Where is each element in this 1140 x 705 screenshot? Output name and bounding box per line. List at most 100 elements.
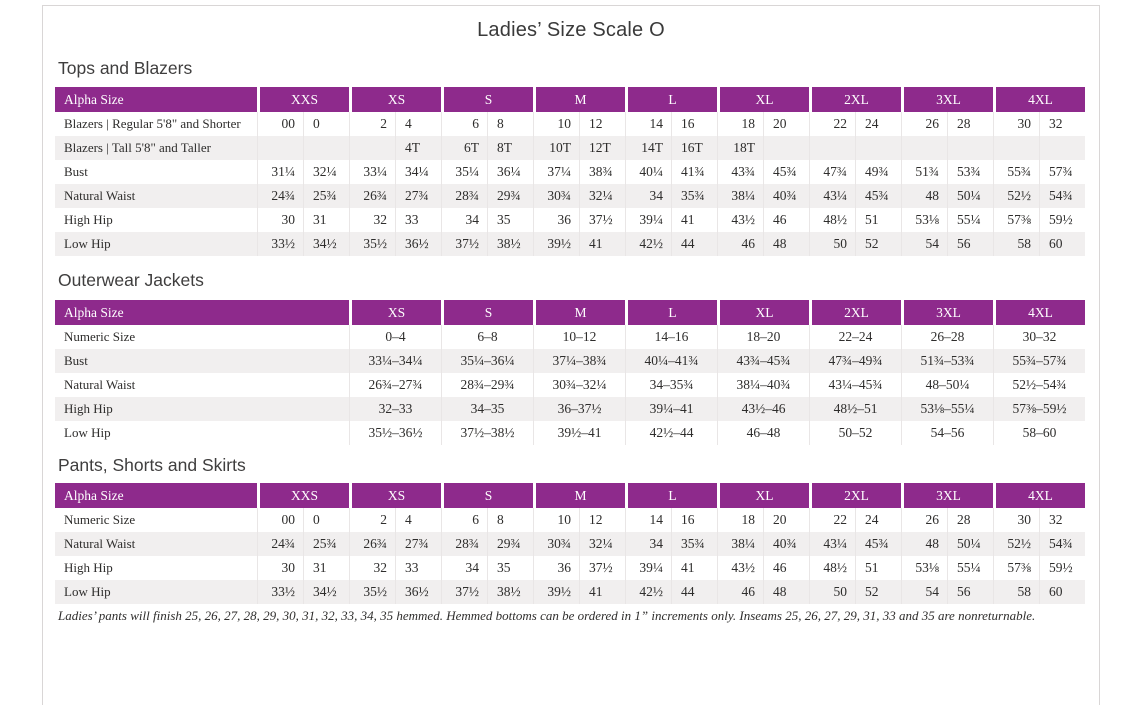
table-cell: 57⅜ xyxy=(993,556,1039,580)
table-cell: 53⅛ xyxy=(901,556,947,580)
table-cell: 39½–41 xyxy=(533,421,625,445)
table-cell: 6 xyxy=(441,508,487,532)
size-chart-page: Ladies’ Size Scale O Tops and Blazers Al… xyxy=(42,5,1100,705)
table-cell: 20 xyxy=(763,112,809,136)
tops-and-blazers-header-xl: XL xyxy=(717,87,809,112)
table-cell: 25¾ xyxy=(303,532,349,556)
table-cell xyxy=(993,136,1039,160)
table-cell: 53¾ xyxy=(947,160,993,184)
table-cell: 28¾ xyxy=(441,184,487,208)
tops-and-blazers-header-3xl: 3XL xyxy=(901,87,993,112)
table-cell: 37¼–38¾ xyxy=(533,349,625,373)
tops-and-blazers-header-4xl: 4XL xyxy=(993,87,1085,112)
table-cell: 54 xyxy=(901,580,947,604)
row-label: Natural Waist xyxy=(55,532,257,556)
table-cell: 38½ xyxy=(487,580,533,604)
table-cell: 10–12 xyxy=(533,325,625,349)
table-cell: 10 xyxy=(533,112,579,136)
table-cell: 34½ xyxy=(303,580,349,604)
outerwear-jackets-header-l: L xyxy=(625,300,717,325)
table-cell: 32 xyxy=(349,556,395,580)
row-label: Numeric Size xyxy=(64,329,136,344)
table-cell: 32¼ xyxy=(579,532,625,556)
table-cell: 48 xyxy=(901,184,947,208)
table-cell: 20 xyxy=(763,508,809,532)
row-label: Low Hip xyxy=(55,580,257,604)
table-cell xyxy=(349,136,395,160)
table-cell: 8 xyxy=(487,112,533,136)
tops-and-blazers-table: Alpha Size XXS XS S M L XL 2XL 3XL 4XL Blazers | R… xyxy=(55,87,1099,256)
table-cell: 53⅛ xyxy=(901,208,947,232)
table-cell: 46–48 xyxy=(717,421,809,445)
table-cell: 22–24 xyxy=(809,325,901,349)
table-cell xyxy=(763,136,809,160)
table-cell: 31¼ xyxy=(257,160,303,184)
pants-shorts-and-skirts-header-2xl: 2XL xyxy=(809,483,901,508)
table-cell: 40¼ xyxy=(625,160,671,184)
table-cell: 42½ xyxy=(625,232,671,256)
page-title: Ladies’ Size Scale O xyxy=(477,19,665,41)
pants-shorts-and-skirts-header-l: L xyxy=(625,483,717,508)
table-cell: 55¾ xyxy=(993,160,1039,184)
table-cell: 33 xyxy=(395,208,441,232)
tops-and-blazers-header-l: L xyxy=(625,87,717,112)
table-cell: 43½ xyxy=(717,208,763,232)
table-cell: 38¼ xyxy=(717,532,763,556)
table-cell: 47¾ xyxy=(809,160,855,184)
table-cell: 51 xyxy=(855,208,901,232)
outerwear-jackets-header-xs: XS xyxy=(349,300,441,325)
outerwear-jackets-table: Alpha Size XS S M L XL 2XL 3XL 4XL Numeric Size 0–… xyxy=(55,300,1099,445)
table-cell: 22 xyxy=(809,112,855,136)
table-cell: 38½ xyxy=(487,232,533,256)
table-cell: 26¾ xyxy=(349,184,395,208)
table-cell: 6 xyxy=(441,112,487,136)
table-cell: 36 xyxy=(533,556,579,580)
table-cell: 30 xyxy=(257,208,303,232)
table-cell: 37½ xyxy=(579,556,625,580)
tops-and-blazers-header-xs: XS xyxy=(349,87,441,112)
row-label: Numeric Size xyxy=(64,512,136,527)
table-cell: 39¼–41 xyxy=(625,397,717,421)
table-cell: 42½–44 xyxy=(625,421,717,445)
table-cell: 46 xyxy=(763,208,809,232)
table-cell: 57¾ xyxy=(1039,160,1085,184)
table-cell: 40¾ xyxy=(763,184,809,208)
table-cell: 52 xyxy=(855,580,901,604)
table-cell: 14 xyxy=(625,508,671,532)
hemming-footnote: Ladies’ pants will finish 25, 26, 27, 28… xyxy=(58,608,1036,623)
table-cell: 45¾ xyxy=(855,532,901,556)
table-cell: 48 xyxy=(763,232,809,256)
table-cell xyxy=(901,136,947,160)
table-cell: 41¾ xyxy=(671,160,717,184)
table-cell: 12 xyxy=(579,112,625,136)
table-cell: 55¾–57¾ xyxy=(993,349,1085,373)
table-cell: 57⅜–59½ xyxy=(993,397,1085,421)
table-cell: 55¼ xyxy=(947,208,993,232)
table-cell: 46 xyxy=(717,580,763,604)
table-cell: 44 xyxy=(671,580,717,604)
table-cell: 30 xyxy=(257,556,303,580)
table-cell: 25¾ xyxy=(303,184,349,208)
table-cell: 51 xyxy=(855,556,901,580)
table-cell: 35 xyxy=(487,556,533,580)
table-cell: 31 xyxy=(303,208,349,232)
table-cell: 30¾–32¼ xyxy=(533,373,625,397)
table-cell: 40¼–41¾ xyxy=(625,349,717,373)
table-cell: 37½ xyxy=(441,580,487,604)
tops-and-blazers-header-m: M xyxy=(533,87,625,112)
table-cell: 34 xyxy=(441,208,487,232)
table-cell: 18–20 xyxy=(717,325,809,349)
table-cell: 52½ xyxy=(993,184,1039,208)
table-cell: 10 xyxy=(533,508,579,532)
table-cell: 24 xyxy=(855,112,901,136)
tops-and-blazers-header-xxs: XXS xyxy=(257,87,349,112)
table-cell: 37½ xyxy=(579,208,625,232)
table-cell: 2 xyxy=(349,112,395,136)
table-cell: 24 xyxy=(855,508,901,532)
table-cell: 34–35 xyxy=(441,397,533,421)
table-cell: 51¾–53¾ xyxy=(901,349,993,373)
table-cell: 14–16 xyxy=(625,325,717,349)
table-cell: 18 xyxy=(717,508,763,532)
table-cell xyxy=(303,136,349,160)
table-cell: 22 xyxy=(809,508,855,532)
